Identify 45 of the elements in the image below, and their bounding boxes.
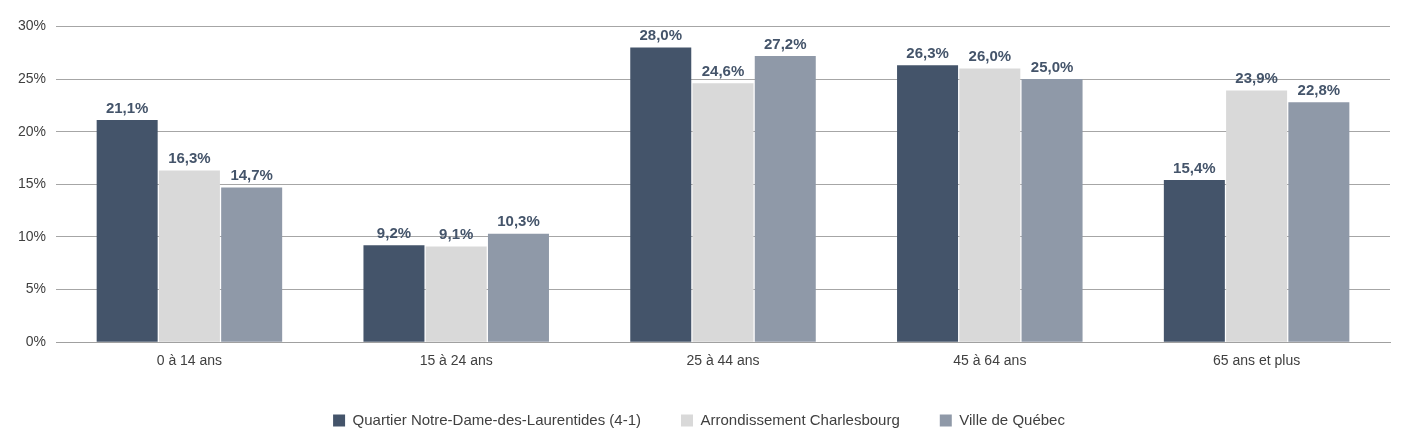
data-label: 22,8% <box>1297 80 1341 98</box>
data-label: 26,3% <box>906 43 949 61</box>
y-tick-label: 10% <box>17 227 47 244</box>
bar <box>221 187 283 342</box>
bar <box>363 245 425 342</box>
bar <box>630 47 692 342</box>
data-label: 28,0% <box>639 26 683 44</box>
data-label: 9,1% <box>439 225 474 243</box>
bar <box>754 55 816 342</box>
legend-label: Arrondissement Charlesbourg <box>700 410 900 428</box>
bar <box>1021 79 1083 342</box>
data-label: 23,9% <box>1235 69 1278 87</box>
x-tick-label: 65 ans et plus <box>1213 352 1301 369</box>
bar <box>959 68 1021 342</box>
y-tick-label: 30% <box>17 17 47 34</box>
bar <box>425 246 487 342</box>
bar <box>158 170 220 342</box>
x-tick-label: 25 à 44 ans <box>686 352 760 369</box>
data-label: 14,7% <box>230 166 273 184</box>
y-tick-label: 0% <box>25 333 47 350</box>
y-tick-label: 5% <box>25 280 47 297</box>
data-label: 15,4% <box>1173 158 1216 176</box>
bar <box>96 120 158 342</box>
data-label: 26,0% <box>968 47 1012 65</box>
data-label: 27,2% <box>763 34 807 52</box>
bar <box>1288 102 1350 342</box>
y-tick-label: 25% <box>17 69 47 86</box>
x-tick-label: 0 à 14 ans <box>156 352 223 369</box>
data-label: 24,6% <box>701 61 745 79</box>
legend-label: Ville de Québec <box>959 410 1066 428</box>
y-tick-label: 20% <box>17 122 47 139</box>
bar <box>487 233 549 342</box>
bar <box>897 65 959 342</box>
x-tick-label: 15 à 24 ans <box>419 352 493 369</box>
data-label: 25,0% <box>1030 57 1074 75</box>
data-label: 16,3% <box>168 149 211 167</box>
y-tick-label: 15% <box>17 175 47 192</box>
bar <box>692 83 754 342</box>
data-label: 10,3% <box>497 212 540 230</box>
bar <box>1163 180 1225 342</box>
bar <box>1226 90 1288 342</box>
data-label: 21,1% <box>105 98 149 116</box>
x-tick-label: 45 à 64 ans <box>953 352 1027 369</box>
legend-label: Quartier Notre-Dame-des-Laurentides (4-1) <box>352 410 642 428</box>
data-label: 9,2% <box>376 224 412 241</box>
